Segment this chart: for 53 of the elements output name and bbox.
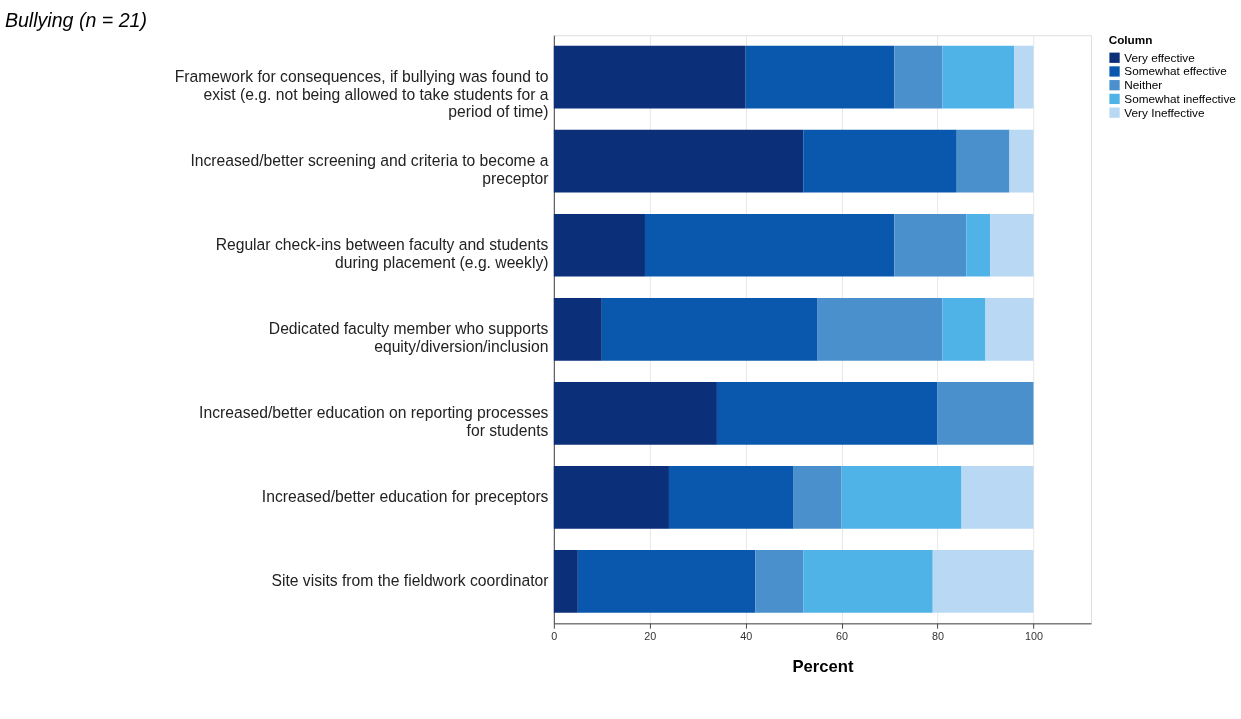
x-tick-label: 0 (551, 629, 558, 642)
x-tick-label: 80 (932, 629, 945, 642)
y-tick-label: Increased/better screening and criteria to become a preceptor (190, 152, 549, 187)
bar (841, 465, 962, 529)
bar (553, 45, 746, 109)
bar (803, 549, 933, 613)
bar (755, 549, 804, 613)
bar (961, 465, 1034, 529)
y-tick-label: Site visits from the fieldwork coordinator (271, 572, 549, 590)
legend-title: Column (1108, 33, 1153, 47)
y-tick-label: Increased/better education for preceptors (261, 488, 549, 506)
legend-label: Somewhat effective (1124, 64, 1228, 78)
y-tick-label: Regular check-ins between faculty and students during placement (e.g. weekly) (215, 236, 549, 271)
bar (716, 381, 938, 445)
bar (956, 129, 1010, 193)
y-tick-label: Dedicated faculty member who supports equity/diversion/inclusion (268, 320, 549, 355)
bar (577, 549, 756, 613)
bar (942, 297, 986, 361)
bar (553, 129, 804, 193)
bar (966, 213, 991, 277)
y-tick-label: Increased/better education on reporting processes for students (199, 404, 549, 439)
bar (942, 45, 1015, 109)
legend-label: Very Ineffective (1124, 105, 1205, 119)
bar (1009, 129, 1034, 193)
bar (932, 549, 1034, 613)
bar (985, 297, 1034, 361)
bar (644, 213, 895, 277)
bar (990, 213, 1034, 277)
text: Bullying (n = 21) (4, 9, 148, 32)
x-tick-label: 100 (1024, 629, 1043, 642)
bar (1014, 45, 1034, 109)
bar (553, 465, 669, 529)
x-axis-title: Percent (792, 656, 854, 676)
x-tick-label: 60 (836, 629, 849, 642)
bar (553, 381, 717, 445)
legend-label: Neither (1124, 78, 1163, 92)
legend-label: Very effective (1124, 50, 1196, 64)
bar (553, 549, 578, 613)
bar (894, 45, 943, 109)
x-tick-label: 40 (740, 629, 753, 642)
y-tick-label: Framework for consequences, if bullying was found to exist (e.g. not being allowed to take students for a period of time) (174, 68, 549, 121)
legend-label: Somewhat ineffective (1124, 91, 1237, 105)
bar (793, 465, 842, 529)
bar (601, 297, 818, 361)
bar (817, 297, 943, 361)
bar (745, 45, 895, 109)
bar (553, 297, 602, 361)
bar (668, 465, 794, 529)
bar (803, 129, 957, 193)
bar (894, 213, 967, 277)
bar (937, 381, 1034, 445)
bar (553, 213, 645, 277)
x-tick-label: 20 (644, 629, 657, 642)
